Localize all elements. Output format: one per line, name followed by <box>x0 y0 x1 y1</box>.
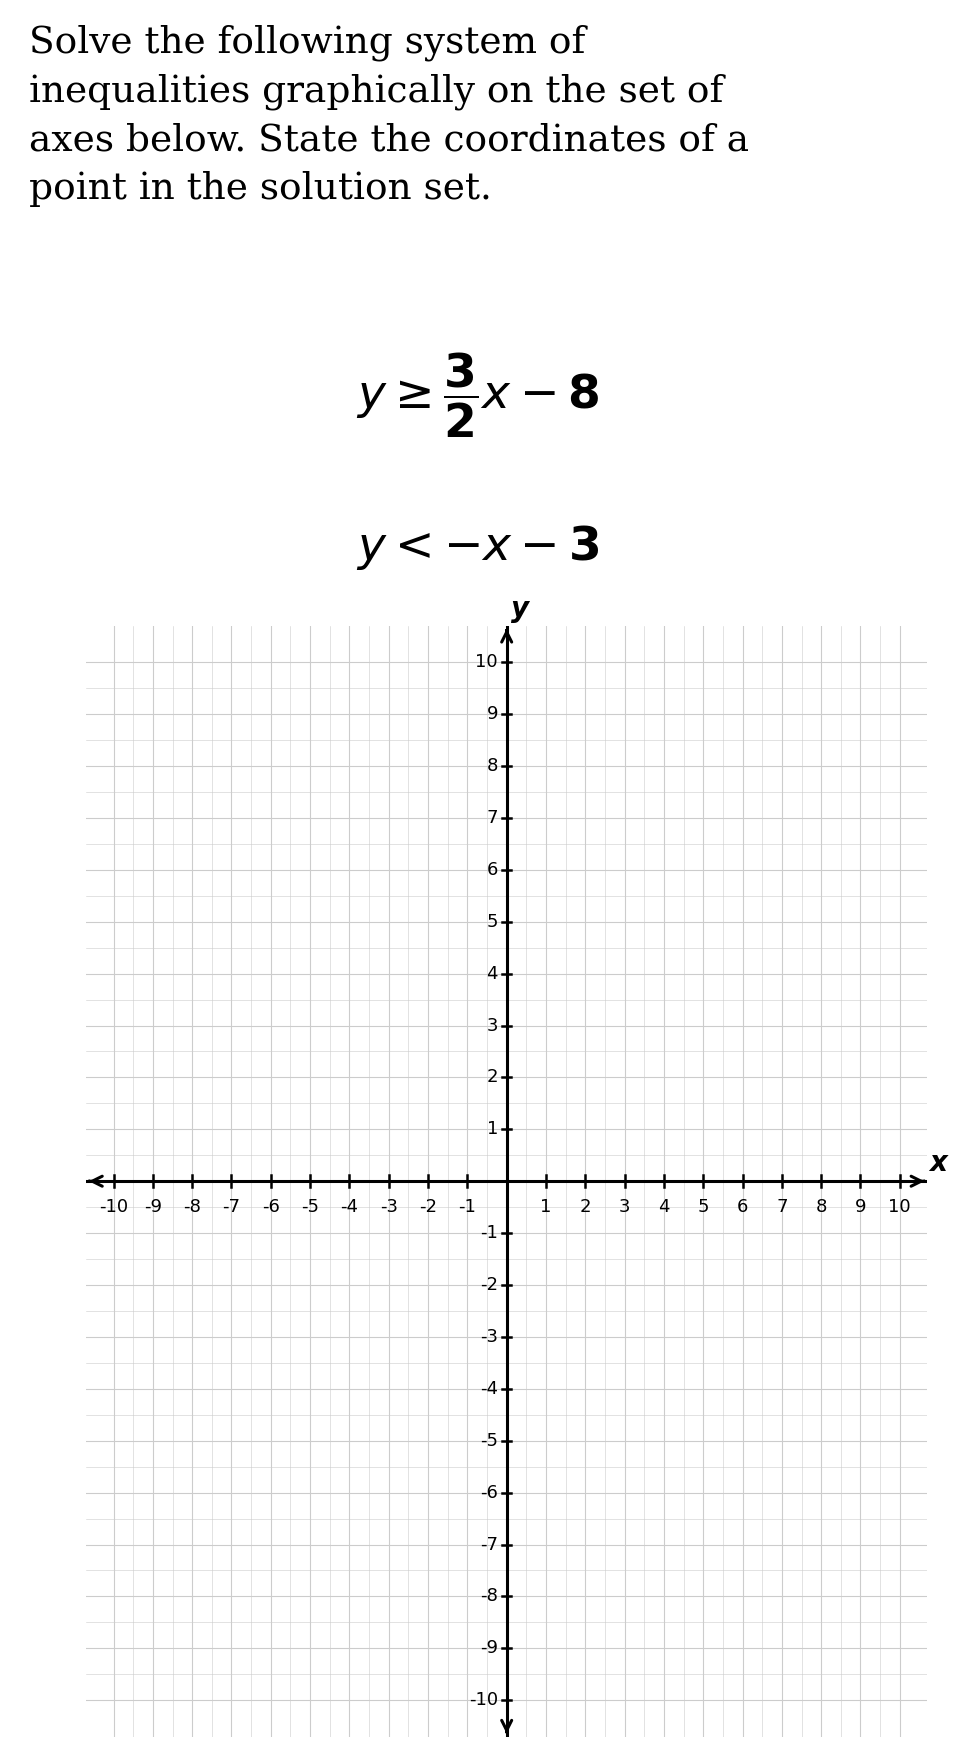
Text: -8: -8 <box>480 1587 498 1606</box>
Text: -6: -6 <box>262 1197 280 1216</box>
Text: 6: 6 <box>487 860 498 878</box>
Text: 10: 10 <box>475 654 498 672</box>
Text: 1: 1 <box>540 1197 552 1216</box>
Text: 2: 2 <box>579 1197 591 1216</box>
Text: -8: -8 <box>184 1197 201 1216</box>
Text: -10: -10 <box>468 1691 498 1708</box>
Text: -4: -4 <box>340 1197 358 1216</box>
Text: 6: 6 <box>737 1197 749 1216</box>
Text: -7: -7 <box>480 1536 498 1553</box>
Text: y: y <box>511 596 530 624</box>
Text: Solve the following system of
inequalities graphically on the set of
axes below.: Solve the following system of inequaliti… <box>29 25 749 206</box>
Text: 2: 2 <box>487 1068 498 1086</box>
Text: 3: 3 <box>619 1197 630 1216</box>
Text: 4: 4 <box>658 1197 670 1216</box>
Text: -6: -6 <box>480 1484 498 1502</box>
Text: -2: -2 <box>480 1276 498 1294</box>
Text: -5: -5 <box>480 1432 498 1449</box>
Text: 1: 1 <box>487 1120 498 1139</box>
Text: 4: 4 <box>487 964 498 982</box>
Text: 9: 9 <box>855 1197 866 1216</box>
Text: 3: 3 <box>487 1017 498 1035</box>
Text: 8: 8 <box>815 1197 827 1216</box>
Text: 10: 10 <box>888 1197 911 1216</box>
Text: -1: -1 <box>480 1224 498 1243</box>
Text: -2: -2 <box>419 1197 437 1216</box>
Text: $\mathbf{\mathit{y}} \geq \dfrac{\mathbf{3}}{\mathbf{2}}\mathbf{\mathit{x}} - \m: $\mathbf{\mathit{y}} \geq \dfrac{\mathbf… <box>357 351 599 441</box>
Text: -9: -9 <box>143 1197 162 1216</box>
Text: -10: -10 <box>99 1197 128 1216</box>
Text: -4: -4 <box>480 1380 498 1398</box>
Text: 7: 7 <box>776 1197 788 1216</box>
Text: x: x <box>929 1149 947 1178</box>
Text: 7: 7 <box>487 809 498 827</box>
Text: -9: -9 <box>480 1640 498 1657</box>
Text: -7: -7 <box>223 1197 241 1216</box>
Text: -1: -1 <box>459 1197 476 1216</box>
Text: -3: -3 <box>380 1197 398 1216</box>
Text: 5: 5 <box>487 913 498 931</box>
Text: 9: 9 <box>487 705 498 723</box>
Text: -3: -3 <box>480 1328 498 1345</box>
Text: 8: 8 <box>487 756 498 776</box>
Text: $\mathbf{\mathit{y}} < -\mathbf{\mathit{x}} - \mathbf{3}$: $\mathbf{\mathit{y}} < -\mathbf{\mathit{… <box>357 524 599 571</box>
Text: 5: 5 <box>698 1197 709 1216</box>
Text: -5: -5 <box>301 1197 319 1216</box>
